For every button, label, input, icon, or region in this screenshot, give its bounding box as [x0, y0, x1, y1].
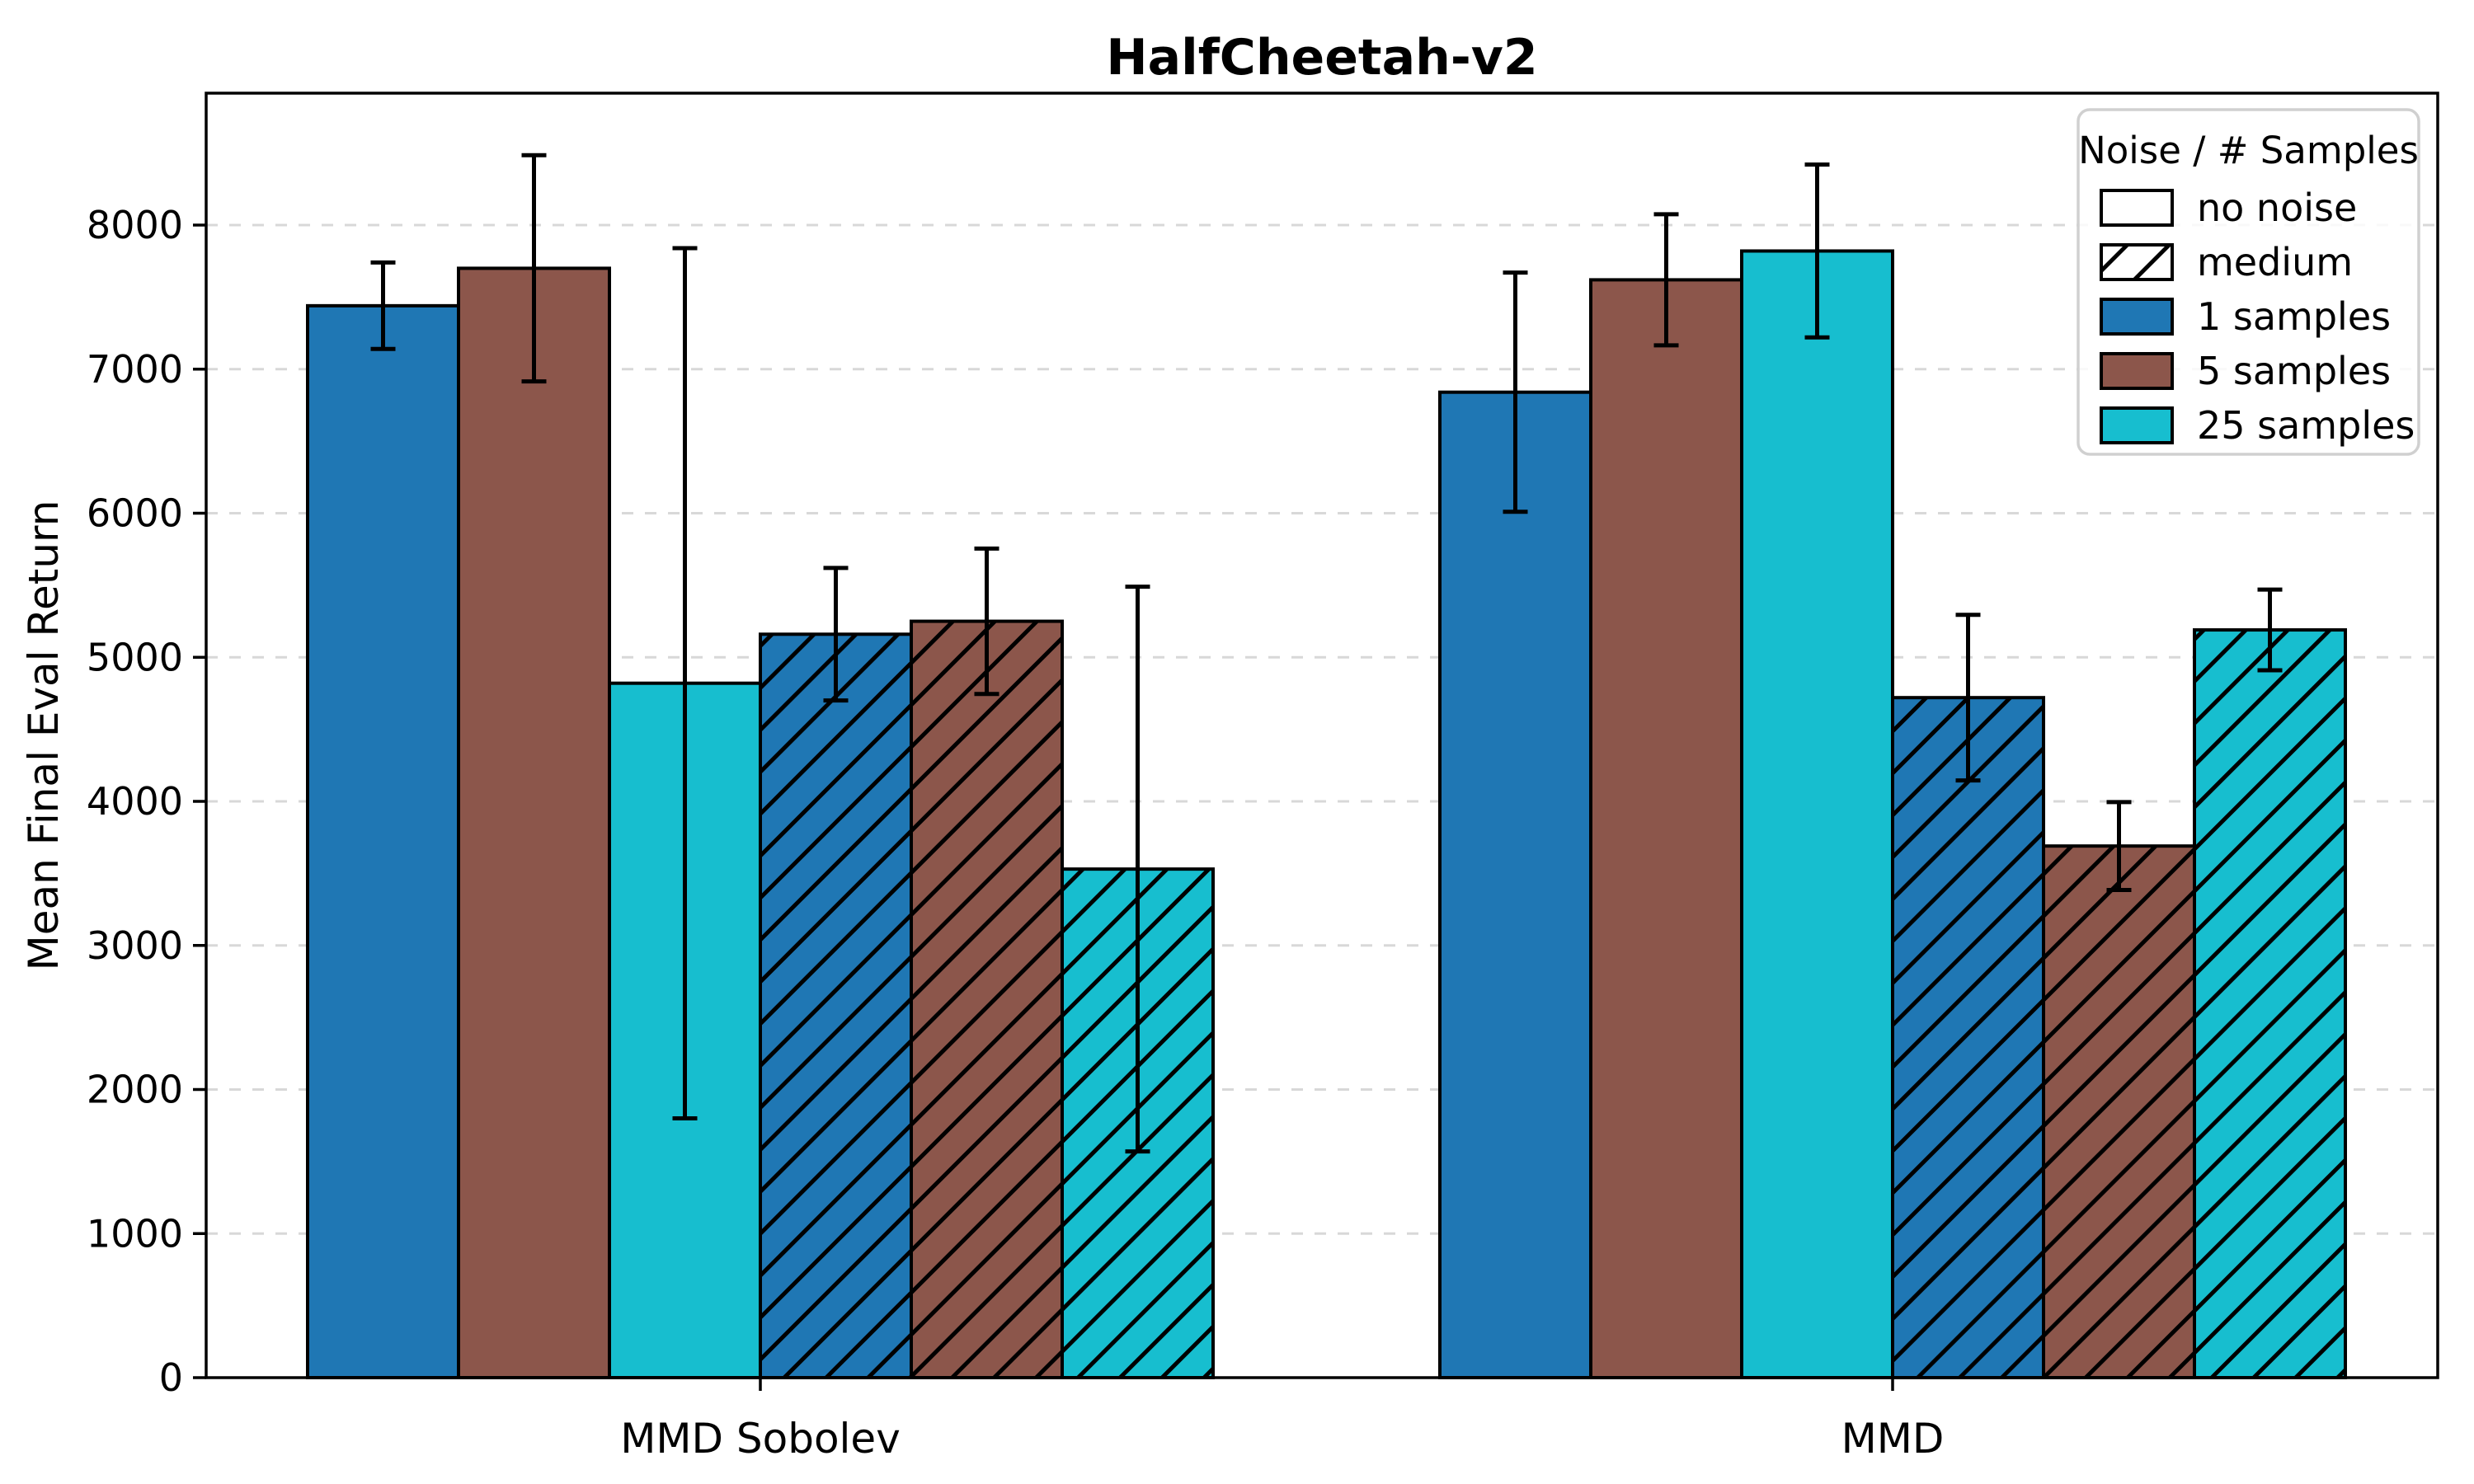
bar-mmd-sobolev-medium-5-samples — [910, 619, 1064, 1379]
chart-title: HalfCheetah-v2 — [1106, 29, 1537, 87]
y-tick-label-0: 0 — [159, 1355, 183, 1400]
legend-label-25-samples: 25 samples — [2197, 403, 2415, 448]
legend: Noise / # Samples no noise medium 1 samples… — [2077, 108, 2420, 456]
bar-mmd-sobolev-medium-1-samples — [759, 632, 913, 1379]
y-tick-label-7000: 7000 — [87, 347, 183, 392]
y-tick-label-3000: 3000 — [87, 923, 183, 968]
legend-swatch-1-samples — [2100, 298, 2174, 336]
bar-mmd-no-noise-25-samples — [1740, 249, 1894, 1380]
legend-swatch-5-samples — [2100, 352, 2174, 390]
bar-mmd-no-noise-5-samples — [1589, 278, 1743, 1379]
plot-border — [205, 92, 2439, 1379]
x-tick-label-mmd-sobolev: MMD Sobolev — [620, 1415, 901, 1463]
bar-mmd-sobolev-no-noise-1-samples — [306, 303, 460, 1379]
x-tick-label-mmd: MMD — [1841, 1415, 1945, 1463]
y-axis-label: Mean Final Eval Return — [20, 500, 68, 971]
y-tick-label-1000: 1000 — [87, 1211, 183, 1256]
bar-mmd-medium-5-samples — [2042, 844, 2196, 1379]
legend-label-1-samples: 1 samples — [2197, 294, 2391, 339]
y-tick-label-8000: 8000 — [87, 203, 183, 247]
legend-swatch-25-samples — [2100, 406, 2174, 444]
axes: 0 1000 2000 3000 4000 5000 6000 7000 8000 MMD Sob… — [87, 92, 2439, 1463]
y-tick-label-2000: 2000 — [87, 1068, 183, 1112]
y-tick-label-4000: 4000 — [87, 779, 183, 824]
y-tick-label-5000: 5000 — [87, 635, 183, 679]
bars — [306, 249, 2347, 1380]
legend-label-no-noise: no noise — [2197, 186, 2357, 230]
legend-title: Noise / # Samples — [2078, 129, 2419, 172]
legend-label-medium: medium — [2197, 240, 2353, 284]
y-tick-label-6000: 6000 — [87, 491, 183, 536]
bar-mmd-medium-25-samples — [2193, 628, 2347, 1379]
legend-label-5-samples: 5 samples — [2197, 349, 2391, 393]
bar-mmd-medium-1-samples — [1891, 696, 2045, 1379]
legend-swatch-no-noise — [2100, 189, 2174, 227]
bar-mmd-sobolev-no-noise-5-samples — [457, 266, 611, 1379]
bar-mmd-no-noise-1-samples — [1438, 390, 1592, 1380]
legend-swatch-medium — [2100, 243, 2174, 281]
error-bars — [370, 153, 2283, 1154]
